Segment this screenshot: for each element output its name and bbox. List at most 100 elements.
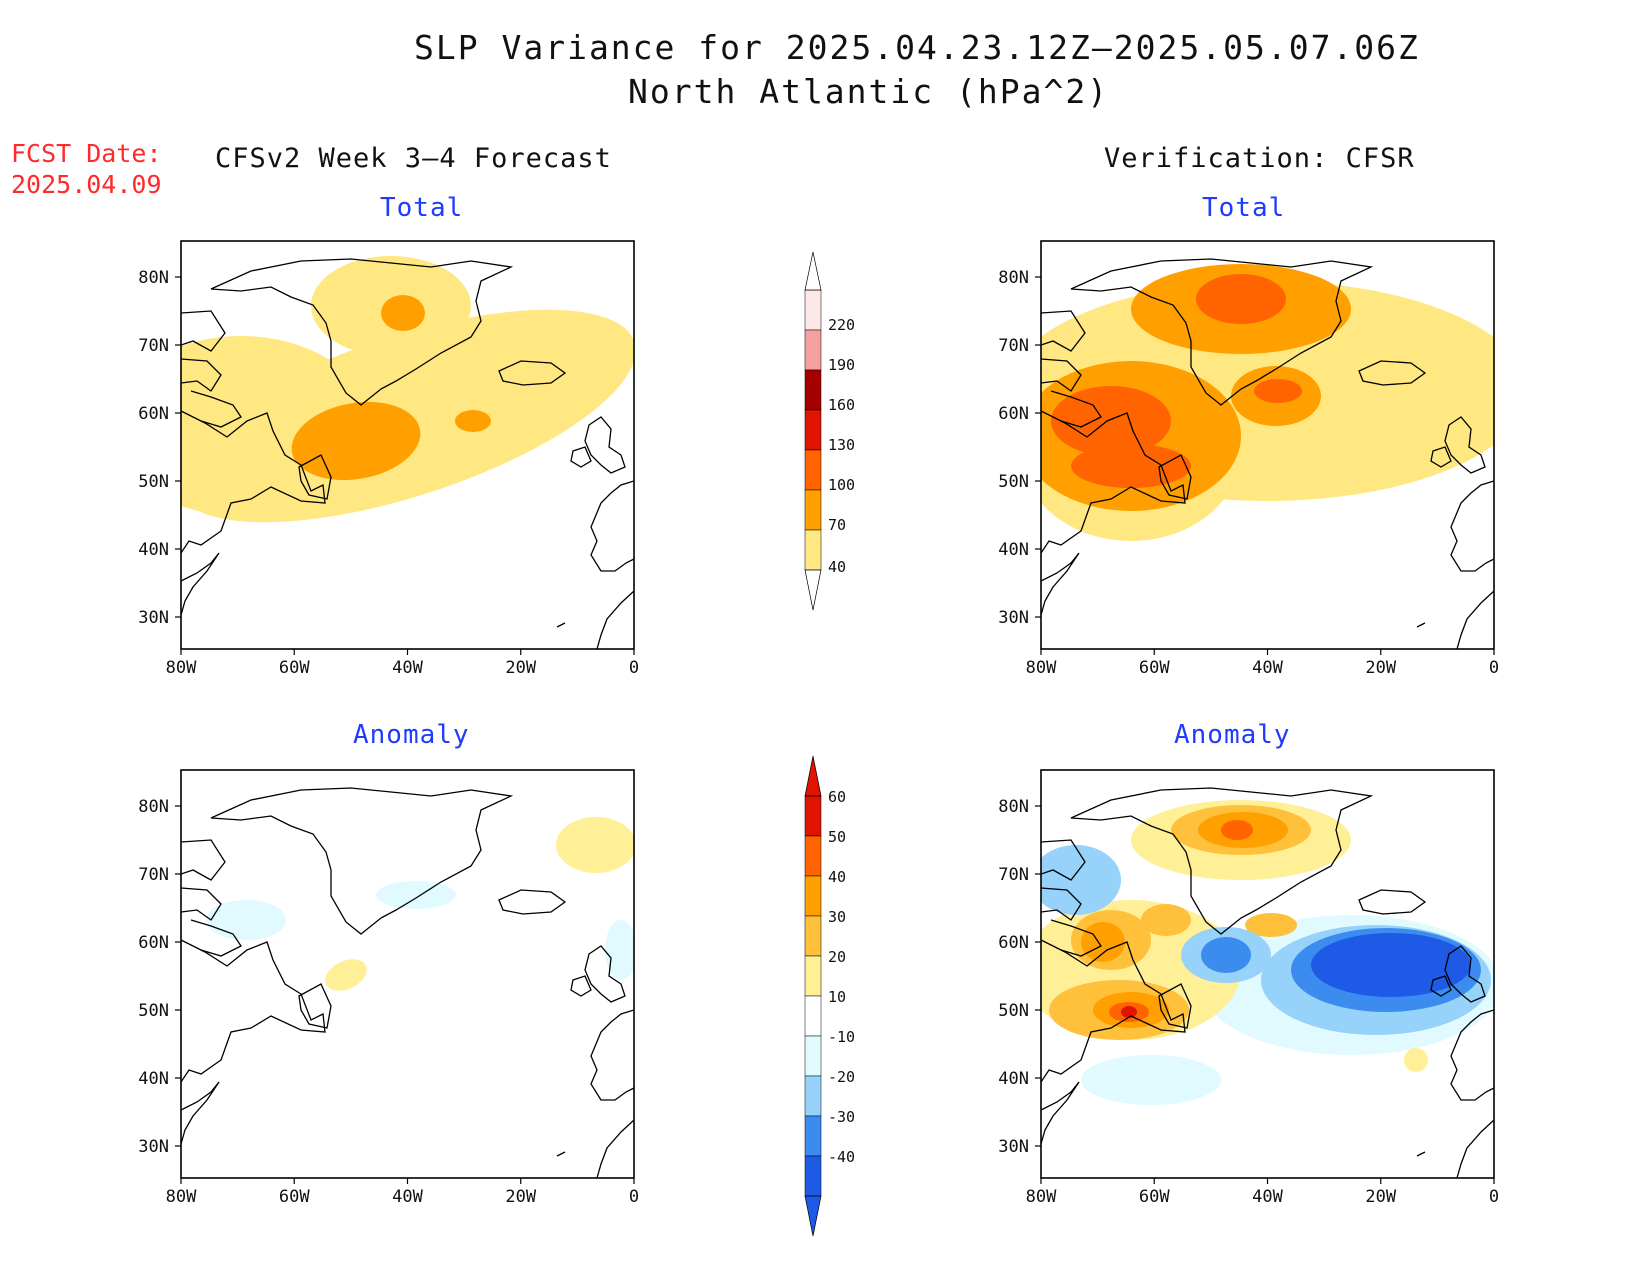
coastline [570,975,592,997]
coastline [1158,454,1192,500]
coastline [1416,1151,1426,1157]
anomaly-colorbar-tick: -40 [828,1148,855,1166]
lat-label: 70N [138,865,169,885]
lat-label: 50N [998,1001,1029,1021]
total-colorbar-tick: 160 [828,396,855,414]
anomaly-20-baffin [1141,904,1191,936]
lon-label: 40W [392,1187,423,1207]
coastline [1450,480,1494,572]
lon-label: 80W [166,658,197,678]
colorbar-segment [804,955,822,997]
colorbar-segment [804,995,822,1037]
variance-100-labrador [1051,386,1171,456]
lat-label: 60N [998,404,1029,424]
lat-label: 60N [998,933,1029,953]
anomaly-colorbar-tick: 30 [828,908,846,926]
coastline [1070,258,1374,406]
anomaly-colorbar: 60 50 40 30 20 10 -10 -20 -30 -40 [804,755,855,1237]
anomaly-neg10-uk [605,920,634,980]
variance-70-midatlantic [455,410,491,432]
verification-anomaly-title: Anomaly [1174,720,1291,750]
lon-label: 0 [629,658,639,678]
lon-label: 20W [1365,1187,1396,1207]
lat-label: 50N [998,472,1029,492]
anomaly-10-south [1404,1048,1428,1072]
coastline [570,446,592,468]
lat-label: 70N [998,865,1029,885]
anomaly-10-newfoundland [325,959,367,991]
anomaly-neg30-greenland [1201,937,1251,973]
lat-label: 60N [138,404,169,424]
lon-label: 40W [392,658,423,678]
colorbar-top-triangle [804,755,822,797]
total-colorbar-tick: 220 [828,316,855,334]
forecast-anomaly-panel: 80N 70N 60N 50N 40N 30N 80W 60W 40W 20W 0 [138,769,639,1207]
coastline [584,416,626,474]
verification-anomaly-panel: 80N 70N 60N 50N 40N 30N 80W 60W 40W 20W 0 [998,769,1499,1207]
coastline [1070,787,1374,935]
anomaly-50-newfoundland [1121,1006,1137,1018]
lat-label: 40N [998,1069,1029,1089]
coastline [181,358,222,392]
lon-label: 80W [1026,658,1057,678]
colorbar-segment [804,875,822,917]
coastline [590,480,634,572]
coastline [210,787,514,935]
coastline [1416,622,1426,628]
lat-label: 70N [998,336,1029,356]
lat-label: 40N [138,1069,169,1089]
lon-label: 20W [505,1187,536,1207]
lon-label: 40W [1252,1187,1283,1207]
coastline [596,590,634,649]
colorbar-segment [804,1075,822,1117]
colorbar-top-triangle [804,251,822,291]
lat-label: 30N [138,1137,169,1157]
lat-label: 30N [138,608,169,628]
coastline [1456,590,1494,649]
coastline [556,622,566,628]
main-subtitle: North Atlantic (hPa^2) [628,72,1110,111]
lat-label: 40N [138,540,169,560]
coastline [590,1009,634,1101]
anomaly-neg20-baffin [1041,845,1121,915]
colorbar-segment [804,1035,822,1077]
coastline [181,410,326,554]
coastline [1041,552,1080,616]
coastline [1358,889,1427,915]
lat-label: 30N [998,1137,1029,1157]
anomaly-colorbar-tick: -30 [828,1108,855,1126]
coastline [498,360,567,386]
colorbar-segment [804,1155,822,1197]
lat-label: 50N [138,472,169,492]
anomaly-colorbar-tick: 60 [828,788,846,806]
coastline [1041,939,1186,1083]
anomaly-40-greenland [1221,820,1253,840]
lat-label: 60N [138,933,169,953]
coastline [498,889,567,915]
forecast-total-title: Total [380,193,464,223]
colorbar-segment [804,835,822,877]
coastline [1041,1081,1080,1145]
colorbar-segment [804,795,822,837]
anomaly-neg10-labrador [206,900,286,940]
anomaly-colorbar-tick: 10 [828,988,846,1006]
total-colorbar-tick: 190 [828,356,855,374]
lon-label: 0 [1489,1187,1499,1207]
colorbar-segment [804,409,822,451]
coastline [1450,1009,1494,1101]
main-title: SLP Variance for 2025.04.23.12Z–2025.05.… [414,28,1420,67]
forecast-anomaly-title: Anomaly [353,720,470,750]
coastline [556,1151,566,1157]
lat-label: 80N [138,268,169,288]
coastline [181,839,226,881]
verification-column-header: Verification: CFSR [1104,143,1415,174]
fcst-date-value: 2025.04.09 [11,170,162,199]
coastline [210,258,514,406]
anomaly-30-labrador [1081,922,1125,962]
lon-label: 0 [629,1187,639,1207]
anomaly-neg10-greenland [376,881,456,909]
lon-label: 60W [279,658,310,678]
coastline [1430,446,1452,468]
coastline [1358,360,1427,386]
